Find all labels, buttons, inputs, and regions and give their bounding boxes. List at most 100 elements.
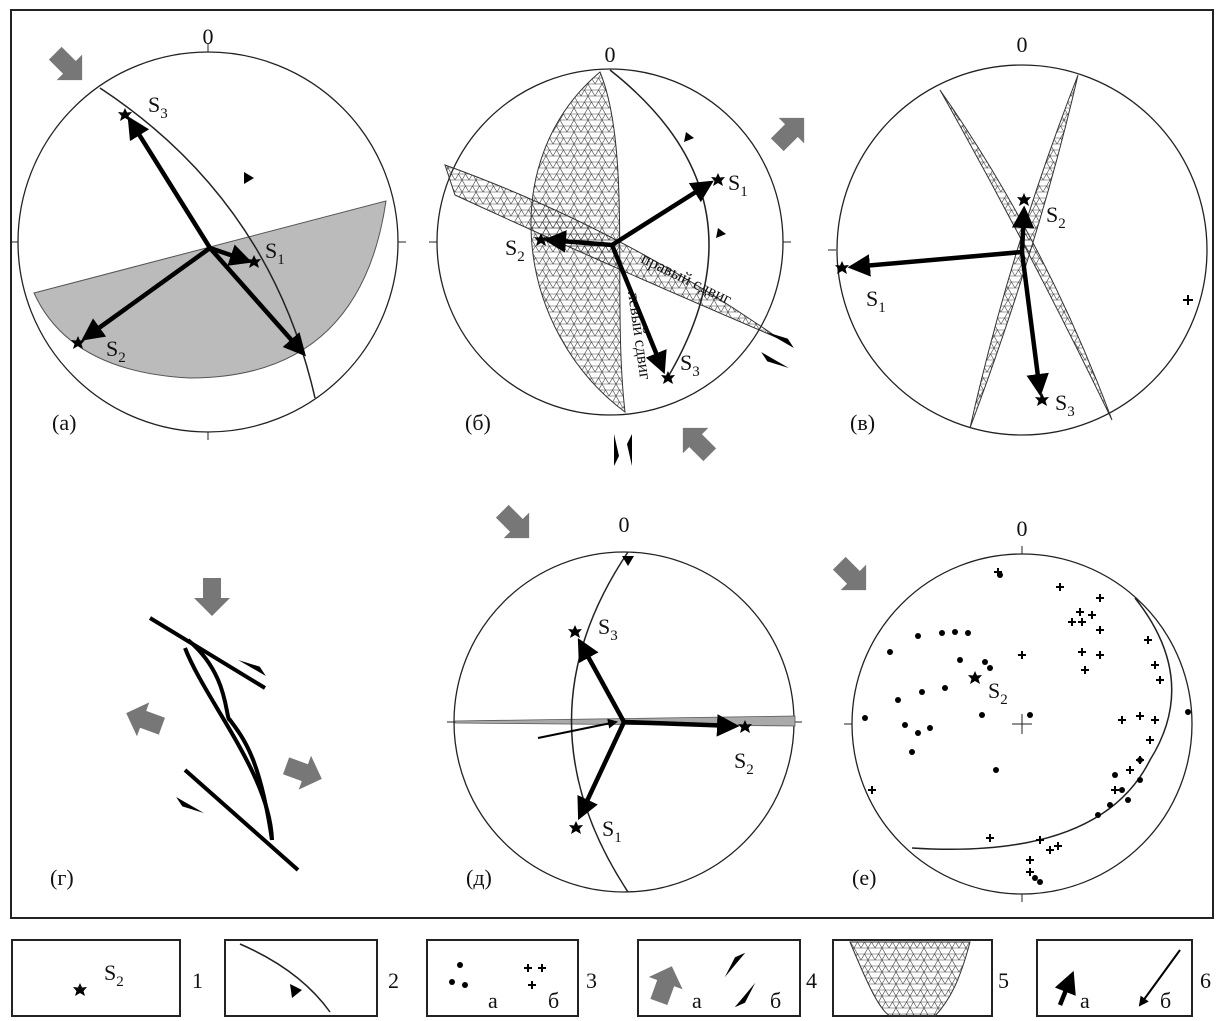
legend-item: а — [1080, 988, 1090, 1013]
pole-cross — [1078, 618, 1086, 626]
stress-index: 3 — [692, 364, 700, 380]
pole-cross — [1136, 756, 1144, 764]
panel-label: (б) — [465, 410, 491, 435]
shape — [457, 962, 463, 968]
symbol — [711, 173, 725, 186]
pole-dot — [1137, 777, 1143, 783]
pole-dot — [1125, 797, 1131, 803]
north-label: 0 — [1017, 516, 1028, 541]
shape — [1060, 975, 1072, 1005]
shape — [449, 979, 455, 985]
pole-dot — [927, 725, 933, 731]
legend-number: 5 — [998, 968, 1009, 993]
pole-cross — [1088, 611, 1096, 619]
shape — [225, 940, 377, 1016]
legend-item: б — [548, 988, 559, 1013]
panel-label: (а) — [52, 410, 76, 435]
stress-symbol: S — [598, 614, 610, 639]
north-label: 0 — [605, 42, 616, 67]
panel-d: (г) — [50, 578, 328, 890]
pole-dot — [1185, 709, 1191, 715]
panel-f: 0 S2 (е) — [827, 516, 1192, 902]
pole-cross — [1046, 846, 1054, 854]
stress-symbol: S — [104, 960, 116, 985]
stress-symbol: S — [265, 238, 277, 263]
shape — [150, 618, 265, 688]
pole-cross — [986, 834, 994, 842]
shape — [850, 942, 970, 1016]
pole-cross — [1018, 651, 1026, 659]
symbol — [759, 352, 789, 372]
stress-label: S2 — [1046, 202, 1066, 232]
stress-label: S3 — [680, 350, 700, 380]
symbol — [194, 578, 230, 616]
shape — [244, 172, 254, 184]
pole-dot — [1032, 875, 1038, 881]
symbol — [568, 625, 582, 638]
pole-dot — [887, 649, 893, 655]
legend-number: 4 — [806, 968, 817, 993]
pole-dot — [982, 659, 988, 665]
shape — [34, 201, 386, 378]
north-label: 0 — [203, 24, 214, 49]
stress-index: 2 — [1000, 692, 1008, 708]
symbol — [73, 983, 87, 996]
pole-dot — [1112, 772, 1118, 778]
pole-dot — [987, 665, 993, 671]
stress-symbol: S — [1046, 202, 1058, 227]
shape — [1022, 252, 1040, 392]
stress-index: 1 — [878, 300, 886, 316]
pole-cross — [1144, 636, 1152, 644]
symbol — [569, 821, 583, 834]
panel-label: (г) — [50, 865, 74, 890]
shape — [852, 252, 1022, 267]
pole-dot — [915, 730, 921, 736]
symbol — [627, 434, 632, 466]
symbol — [120, 696, 168, 743]
legend-number: 2 — [388, 968, 399, 993]
stress-index: 2 — [116, 974, 124, 990]
stress-label: S1 — [602, 816, 622, 846]
legend-item: б — [770, 988, 781, 1013]
pole-dot — [1119, 787, 1125, 793]
symbol — [766, 328, 796, 348]
shape — [1022, 210, 1024, 252]
stress-index: 2 — [118, 350, 126, 366]
pole-cross — [1036, 836, 1044, 844]
north-label: 0 — [1017, 32, 1028, 57]
legend-number: 6 — [1200, 968, 1211, 993]
stress-index: 3 — [610, 628, 618, 644]
shape — [290, 984, 302, 998]
legend-symbol: S2 — [104, 960, 124, 990]
stress-index: 2 — [517, 249, 525, 265]
pole-dot — [909, 749, 915, 755]
pole-dot — [942, 685, 948, 691]
stress-index: 1 — [614, 830, 622, 846]
stress-symbol: S — [106, 336, 118, 361]
shape — [580, 722, 624, 816]
legend-item: б — [1160, 988, 1171, 1013]
stress-symbol: S — [680, 350, 692, 375]
stress-symbol: S — [1055, 390, 1067, 415]
pole-cross — [1026, 856, 1034, 864]
pole-cross — [1081, 666, 1089, 674]
pole-dot — [1027, 712, 1033, 718]
symbol — [614, 434, 619, 466]
shape — [610, 70, 709, 382]
shape — [12, 940, 1192, 1016]
pole-dot — [919, 689, 925, 695]
stress-symbol: S — [866, 286, 878, 311]
panel-label: (е) — [852, 865, 876, 890]
pole-cross — [1136, 712, 1144, 720]
panel-label: (в) — [850, 410, 875, 435]
stress-label: S2 — [734, 748, 754, 778]
panel-label: (д) — [466, 865, 492, 890]
stress-symbol: S — [602, 816, 614, 841]
stress-symbol: S — [988, 678, 1000, 703]
pole-cross — [1096, 651, 1104, 659]
panel-e: 0 S3 S2 S1 (д) — [447, 499, 802, 892]
shape — [622, 556, 634, 566]
stress-label: S1 — [866, 286, 886, 316]
stress-label: S1 — [728, 170, 748, 200]
pole-cross — [1096, 626, 1104, 634]
